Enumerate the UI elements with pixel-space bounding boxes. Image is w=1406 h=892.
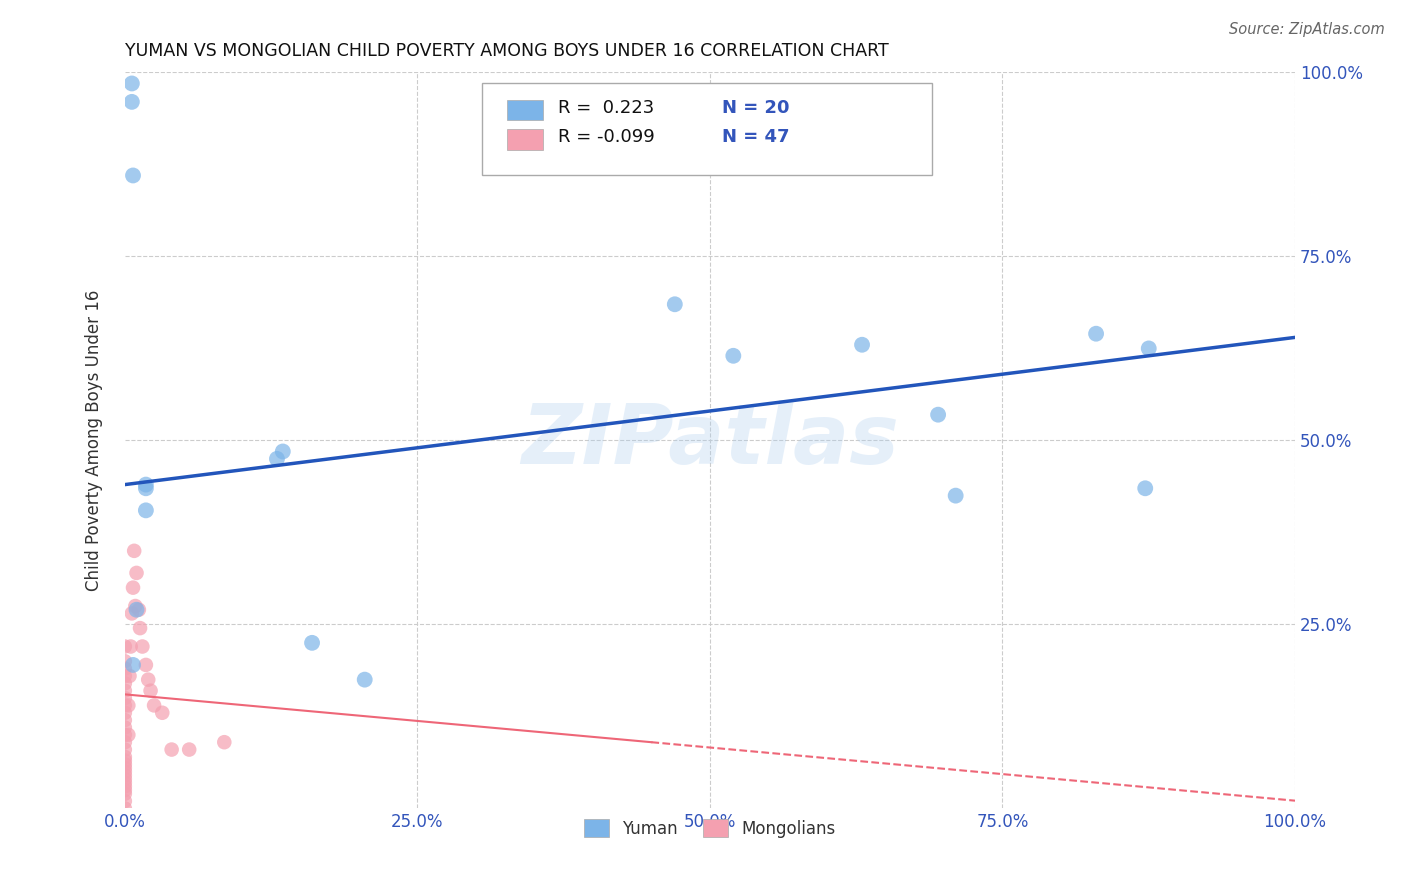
Point: [150, 706, 173, 720]
Point: [122, 544, 145, 558]
Point: [114, 783, 136, 797]
Point: [114, 691, 136, 706]
Point: [121, 607, 143, 621]
Text: YUMAN VS MONGOLIAN CHILD POVERTY AMONG BOYS UNDER 16 CORRELATION CHART: YUMAN VS MONGOLIAN CHILD POVERTY AMONG B…: [125, 42, 889, 60]
Point: [128, 603, 150, 617]
Point: [114, 775, 136, 789]
Point: [122, 581, 145, 595]
Point: [114, 728, 136, 742]
Point: [114, 757, 136, 772]
Text: ZIPatlas: ZIPatlas: [522, 400, 898, 481]
Point: [114, 676, 136, 690]
Text: N = 20: N = 20: [721, 99, 789, 117]
Point: [114, 662, 136, 676]
Point: [135, 657, 157, 672]
Point: [664, 297, 686, 311]
Point: [945, 489, 967, 503]
Point: [114, 721, 136, 735]
Point: [114, 640, 136, 654]
Point: [114, 772, 136, 786]
Point: [114, 683, 136, 698]
Point: [114, 698, 136, 713]
Text: N = 47: N = 47: [721, 128, 789, 146]
Point: [266, 451, 288, 466]
Point: [114, 801, 136, 815]
Point: [121, 95, 143, 109]
Point: [927, 408, 949, 422]
Point: [136, 673, 159, 687]
Text: Source: ZipAtlas.com: Source: ZipAtlas.com: [1229, 22, 1385, 37]
Point: [125, 603, 148, 617]
Point: [114, 654, 136, 668]
Point: [131, 640, 153, 654]
Point: [118, 669, 141, 683]
FancyBboxPatch shape: [508, 100, 543, 120]
Point: [114, 787, 136, 801]
Point: [160, 742, 183, 756]
Legend: Yuman, Mongolians: Yuman, Mongolians: [578, 813, 842, 844]
Point: [114, 669, 136, 683]
Point: [114, 754, 136, 768]
Point: [723, 349, 745, 363]
Point: [135, 481, 157, 495]
Point: [143, 698, 166, 713]
Point: [120, 640, 142, 654]
Point: [117, 728, 139, 742]
Point: [114, 742, 136, 756]
Point: [114, 706, 136, 720]
FancyBboxPatch shape: [508, 129, 543, 150]
Point: [122, 169, 145, 183]
Point: [114, 780, 136, 794]
Point: [117, 698, 139, 713]
Point: [114, 768, 136, 782]
Point: [114, 750, 136, 764]
Point: [135, 477, 157, 491]
Y-axis label: Child Poverty Among Boys Under 16: Child Poverty Among Boys Under 16: [86, 290, 103, 591]
Point: [135, 503, 157, 517]
Point: [125, 566, 148, 580]
Point: [353, 673, 375, 687]
Point: [114, 735, 136, 749]
Point: [129, 621, 152, 635]
Point: [121, 77, 143, 91]
Point: [1137, 342, 1160, 356]
Text: R = -0.099: R = -0.099: [558, 128, 655, 146]
Point: [214, 735, 236, 749]
Point: [179, 742, 201, 756]
Point: [301, 636, 323, 650]
Point: [124, 599, 146, 613]
FancyBboxPatch shape: [482, 84, 932, 176]
Point: [1135, 481, 1157, 495]
Point: [1085, 326, 1108, 341]
Point: [114, 764, 136, 779]
Text: R =  0.223: R = 0.223: [558, 99, 654, 117]
Point: [122, 657, 145, 672]
Point: [114, 794, 136, 808]
Point: [851, 337, 873, 351]
Point: [114, 713, 136, 727]
Point: [114, 761, 136, 775]
Point: [271, 444, 294, 458]
Point: [139, 683, 162, 698]
